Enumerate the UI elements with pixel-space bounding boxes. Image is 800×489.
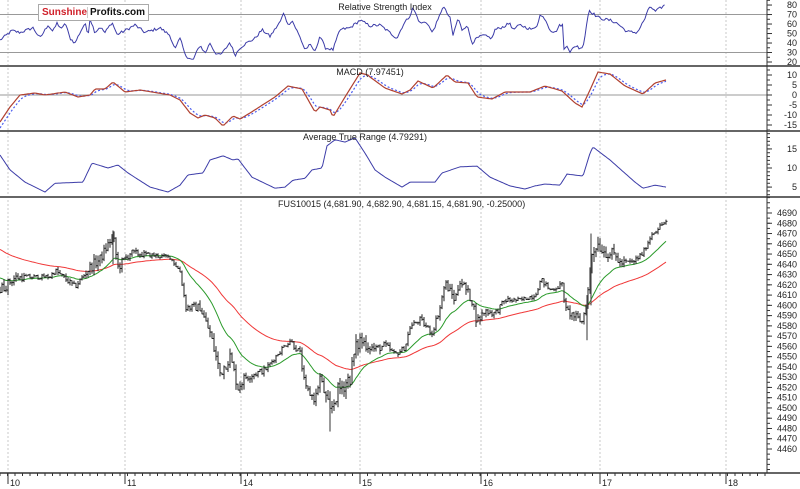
rsi-tick-label: 70 [787,10,797,20]
rsi-line [0,4,665,60]
price-tick-label: 4580 [777,321,797,331]
price-tick-label: 4570 [777,331,797,341]
day-gridlines [7,0,727,473]
atr-tick-label: 15 [787,144,797,154]
macd-signal-line [0,73,667,129]
price-tick-label: 4630 [777,270,797,280]
price-tick-label: 4690 [777,208,797,218]
rsi-tick-label: 20 [787,57,797,67]
macd-tick-label: 5 [792,80,797,90]
x-tick-label: 15 [362,478,372,488]
price-bars [0,219,668,432]
macd-tick-label: -15 [784,120,797,130]
x-tick-label: 18 [728,478,738,488]
price-tick-label: 4480 [777,423,797,433]
atr-panel: 5 10 15 [0,133,800,198]
price-tick-label: 4470 [777,434,797,444]
price-tick-label: 4510 [777,393,797,403]
moving-average-slow [0,248,667,371]
price-tick-label: 4500 [777,403,797,413]
price-title: FUS10015 (4,681.90, 4,682.90, 4,681.15, … [278,199,525,209]
macd-line [0,71,667,126]
rsi-tick-label: 30 [787,48,797,58]
price-tick-label: 4680 [777,218,797,228]
moving-average-fast [0,240,667,389]
price-tick-label: 4600 [777,300,797,310]
x-tick-label: 10 [10,478,20,488]
price-panel: 4460447044804490450045104520453045404550… [0,197,800,474]
price-tick-label: 4610 [777,290,797,300]
price-tick-label: 4560 [777,341,797,351]
macd-title: MACD (7.97451) [336,67,404,77]
rsi-tick-label: 40 [787,38,797,48]
x-tick-label: 16 [483,478,493,488]
rsi-tick-label: 80 [787,0,797,10]
atr-title: Average True Range (4.79291) [303,132,427,142]
price-tick-label: 4650 [777,249,797,259]
rsi-title: Relative Strength Index [338,2,432,12]
price-tick-label: 4490 [777,413,797,423]
x-tick-label: 14 [243,478,253,488]
x-tick-label: 17 [602,478,612,488]
macd-tick-label: -10 [784,110,797,120]
x-tick-label: 11 [127,478,136,488]
price-tick-label: 4460 [777,444,797,454]
price-tick-label: 4520 [777,382,797,392]
macd-tick-label: -5 [789,100,797,110]
atr-tick-label: 10 [787,163,797,173]
sunshine-profits-logo: Sunshine Profits.com [38,4,150,21]
price-tick-label: 4590 [777,311,797,321]
rsi-tick-label: 50 [787,29,797,39]
price-tick-label: 4670 [777,229,797,239]
macd-tick-label: 0 [792,90,797,100]
price-tick-label: 4620 [777,280,797,290]
price-tick-label: 4660 [777,239,797,249]
atr-tick-label: 5 [792,182,797,192]
x-axis: 10 11 14 15 16 17 18 [0,473,766,488]
price-tick-label: 4540 [777,362,797,372]
macd-tick-label: 10 [787,70,797,80]
rsi-tick-label: 60 [787,19,797,29]
indicator-panels: 203040506070801050-5-10-1551015446044704… [0,0,800,474]
price-tick-label: 4550 [777,352,797,362]
logo-part-2: Profits.com [87,7,146,18]
logo-part-1: Sunshine [42,7,88,18]
price-tick-label: 4530 [777,372,797,382]
price-tick-label: 4640 [777,259,797,269]
atr-line [0,137,667,193]
